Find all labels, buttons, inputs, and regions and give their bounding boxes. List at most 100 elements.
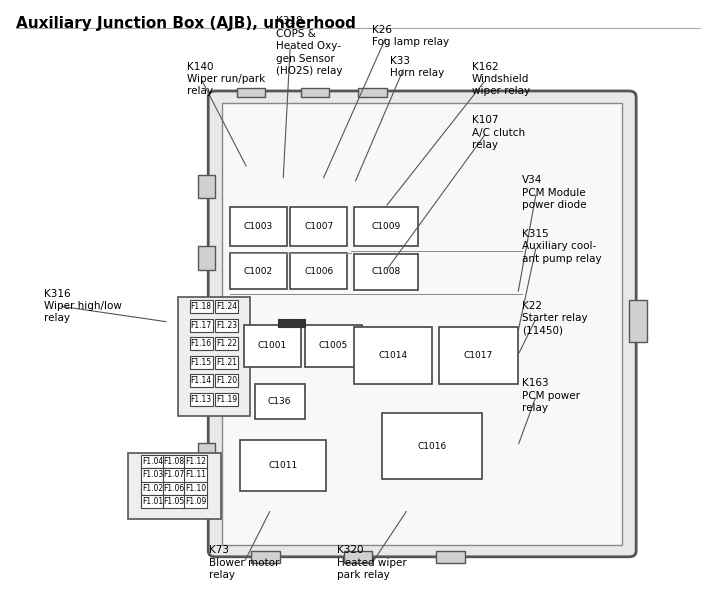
FancyBboxPatch shape [184,469,207,482]
Text: F1.14: F1.14 [190,376,212,385]
Text: K33
Horn relay: K33 Horn relay [390,56,445,78]
Text: K26
Fog lamp relay: K26 Fog lamp relay [372,25,450,47]
Text: K320
Heated wiper
park relay: K320 Heated wiper park relay [337,545,407,580]
FancyBboxPatch shape [141,482,164,494]
FancyBboxPatch shape [184,455,207,469]
Text: F1.11: F1.11 [185,470,206,479]
FancyBboxPatch shape [190,356,213,368]
FancyBboxPatch shape [255,383,304,419]
FancyBboxPatch shape [198,246,216,270]
FancyBboxPatch shape [190,337,213,350]
FancyBboxPatch shape [301,88,329,97]
Text: C1005: C1005 [319,341,348,350]
Text: K107
A/C clutch
relay: K107 A/C clutch relay [472,115,526,150]
Text: K315
Auxiliary cool-
ant pump relay: K315 Auxiliary cool- ant pump relay [522,229,601,263]
FancyBboxPatch shape [128,454,221,519]
FancyBboxPatch shape [141,494,164,508]
FancyBboxPatch shape [358,88,387,97]
Text: C1002: C1002 [243,267,273,276]
FancyBboxPatch shape [184,494,207,508]
FancyBboxPatch shape [629,300,647,342]
Text: C1017: C1017 [464,351,493,360]
FancyBboxPatch shape [251,551,279,563]
FancyBboxPatch shape [216,300,238,313]
Text: F1.01: F1.01 [142,497,163,506]
Text: F1.20: F1.20 [216,376,237,385]
Text: F1.13: F1.13 [190,395,212,404]
FancyBboxPatch shape [440,327,518,383]
Text: F1.15: F1.15 [190,358,212,367]
Text: Auxiliary Junction Box (AJB), underhood: Auxiliary Junction Box (AJB), underhood [16,16,356,31]
Text: C1006: C1006 [304,267,334,276]
FancyBboxPatch shape [178,297,250,416]
Text: K22
Starter relay
(11450): K22 Starter relay (11450) [522,301,588,335]
Text: F1.04: F1.04 [142,457,163,466]
Text: K73
Blower motor
relay: K73 Blower motor relay [208,545,279,580]
Text: K316
Wiper high/low
relay: K316 Wiper high/low relay [44,289,122,323]
Text: C1014: C1014 [378,351,407,360]
Text: C1011: C1011 [268,461,298,470]
FancyBboxPatch shape [190,392,213,406]
FancyBboxPatch shape [244,325,301,367]
FancyBboxPatch shape [190,300,213,313]
Text: K162
Windshield
wiper relay: K162 Windshield wiper relay [472,62,531,97]
Text: F1.07: F1.07 [163,470,185,479]
FancyBboxPatch shape [163,469,185,482]
FancyBboxPatch shape [230,208,286,246]
FancyBboxPatch shape [354,208,418,246]
Text: F1.16: F1.16 [190,339,212,348]
Text: C1016: C1016 [417,442,447,451]
Text: F1.02: F1.02 [142,484,163,493]
Text: K163
PCM power
relay: K163 PCM power relay [522,378,580,413]
Text: F1.23: F1.23 [216,320,237,329]
FancyBboxPatch shape [216,392,238,406]
FancyBboxPatch shape [354,327,432,383]
Text: C1003: C1003 [243,223,273,232]
FancyBboxPatch shape [278,319,305,327]
Text: F1.21: F1.21 [216,358,237,367]
FancyBboxPatch shape [216,374,238,387]
FancyBboxPatch shape [290,253,347,289]
FancyBboxPatch shape [163,455,185,469]
Text: C1001: C1001 [258,341,287,350]
FancyBboxPatch shape [437,551,465,563]
FancyBboxPatch shape [163,494,185,508]
FancyBboxPatch shape [216,337,238,350]
Text: C1009: C1009 [371,223,400,232]
FancyBboxPatch shape [223,103,622,545]
FancyBboxPatch shape [216,356,238,368]
Text: C1008: C1008 [371,268,400,277]
Text: V34
PCM Module
power diode: V34 PCM Module power diode [522,175,586,210]
Text: K140
Wiper run/park
relay: K140 Wiper run/park relay [187,62,265,97]
Text: F1.17: F1.17 [190,320,212,329]
FancyBboxPatch shape [304,325,362,367]
FancyBboxPatch shape [382,413,482,479]
FancyBboxPatch shape [208,91,636,557]
FancyBboxPatch shape [344,551,372,563]
Text: F1.05: F1.05 [163,497,185,506]
Text: C1007: C1007 [304,223,334,232]
Text: C136: C136 [268,397,291,406]
Text: F1.12: F1.12 [185,457,206,466]
Text: F1.08: F1.08 [163,457,185,466]
Text: F1.10: F1.10 [185,484,206,493]
Text: F1.03: F1.03 [142,470,163,479]
FancyBboxPatch shape [216,319,238,332]
FancyBboxPatch shape [241,440,326,491]
FancyBboxPatch shape [290,208,347,246]
FancyBboxPatch shape [141,455,164,469]
FancyBboxPatch shape [198,443,216,467]
Text: F1.19: F1.19 [216,395,237,404]
FancyBboxPatch shape [163,482,185,494]
Text: F1.06: F1.06 [163,484,185,493]
Text: F1.09: F1.09 [185,497,206,506]
FancyBboxPatch shape [354,254,418,290]
FancyBboxPatch shape [190,374,213,387]
FancyBboxPatch shape [237,88,266,97]
FancyBboxPatch shape [190,319,213,332]
Text: F1.24: F1.24 [216,302,237,311]
Text: F1.22: F1.22 [216,339,237,348]
FancyBboxPatch shape [230,253,286,289]
Text: K318
COPS &
Heated Oxy-
gen Sensor
(HO2S) relay: K318 COPS & Heated Oxy- gen Sensor (HO2S… [276,16,342,76]
Text: F1.18: F1.18 [190,302,212,311]
